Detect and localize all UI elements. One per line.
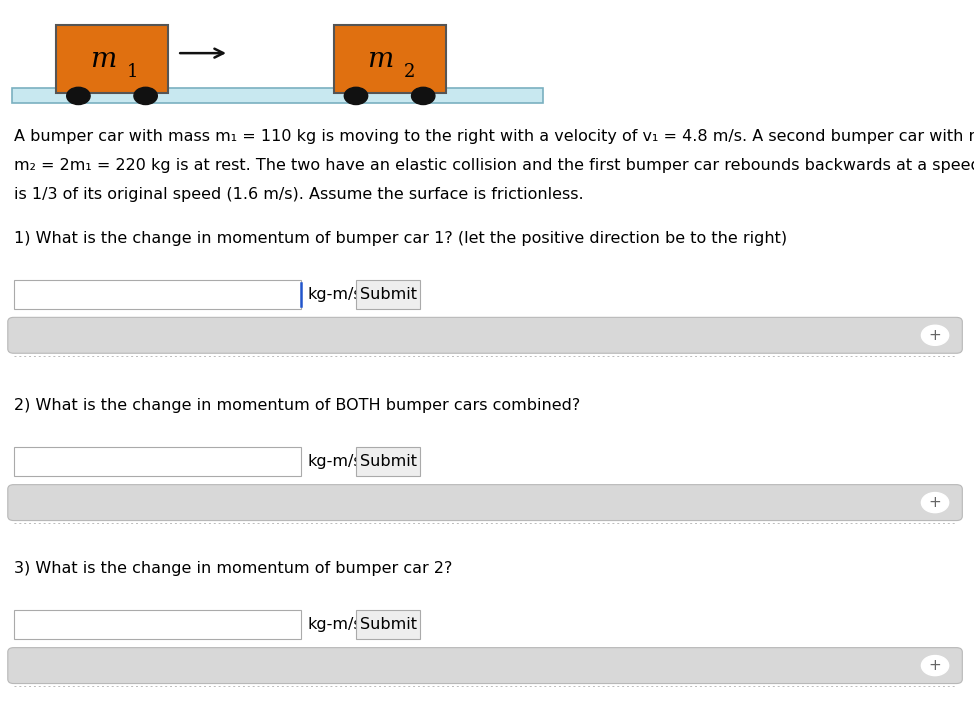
FancyBboxPatch shape [56,25,169,93]
Text: Submit: Submit [359,287,417,302]
FancyBboxPatch shape [356,447,420,476]
Circle shape [66,88,90,105]
Circle shape [411,88,434,105]
Circle shape [921,656,949,676]
FancyBboxPatch shape [12,88,543,103]
Text: 1: 1 [127,62,138,80]
FancyBboxPatch shape [8,485,962,521]
Text: 2: 2 [404,62,416,80]
FancyBboxPatch shape [356,280,420,309]
Text: +: + [928,495,942,510]
Text: +: + [928,658,942,673]
Text: +: + [928,328,942,342]
Text: m: m [367,46,393,73]
Text: A bumper car with mass m₁ = 110 kg is moving to the right with a velocity of v₁ : A bumper car with mass m₁ = 110 kg is mo… [14,129,974,144]
FancyBboxPatch shape [356,610,420,639]
FancyBboxPatch shape [14,280,301,309]
Circle shape [345,88,368,105]
Text: 3) What is the change in momentum of bumper car 2?: 3) What is the change in momentum of bum… [14,561,452,577]
Text: is 1/3 of its original speed (1.6 m/s). Assume the surface is frictionless.: is 1/3 of its original speed (1.6 m/s). … [14,187,583,202]
Circle shape [921,493,949,513]
Text: kg-m/s: kg-m/s [308,617,362,632]
Text: kg-m/s: kg-m/s [308,287,362,302]
Circle shape [921,325,949,345]
Text: m₂ = 2m₁ = 220 kg is at rest. The two have an elastic collision and the first bu: m₂ = 2m₁ = 220 kg is at rest. The two ha… [14,158,974,173]
Text: kg-m/s: kg-m/s [308,454,362,469]
FancyBboxPatch shape [8,317,962,353]
Circle shape [134,88,158,105]
FancyBboxPatch shape [14,447,301,476]
FancyBboxPatch shape [333,25,446,93]
FancyBboxPatch shape [14,610,301,639]
Text: m: m [90,46,116,73]
Text: Submit: Submit [359,617,417,632]
Text: Submit: Submit [359,454,417,469]
Text: 2) What is the change in momentum of BOTH bumper cars combined?: 2) What is the change in momentum of BOT… [14,398,580,414]
FancyBboxPatch shape [8,648,962,684]
Text: 1) What is the change in momentum of bumper car 1? (let the positive direction b: 1) What is the change in momentum of bum… [14,231,787,246]
